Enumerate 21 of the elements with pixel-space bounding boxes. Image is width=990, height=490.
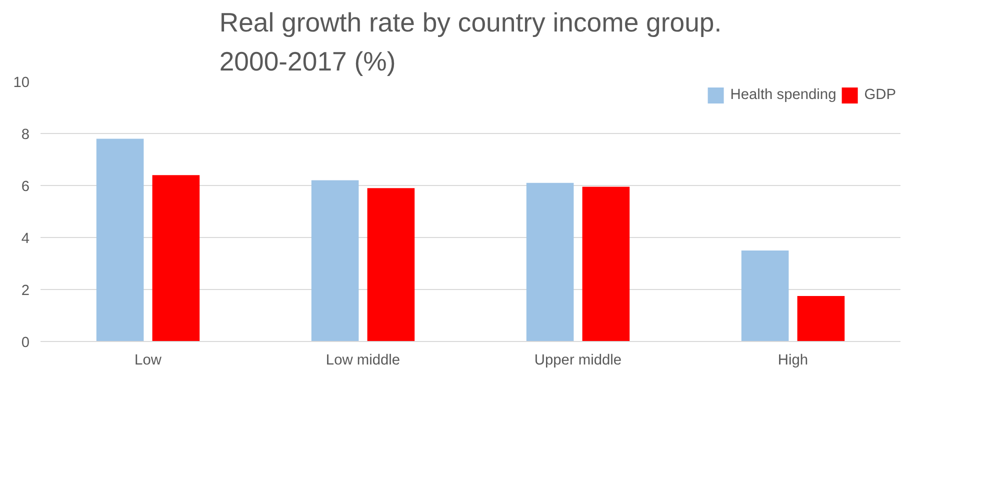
x-tick-label: Upper middle <box>534 352 622 368</box>
y-tick-label: 0 <box>21 335 30 351</box>
x-tick-label: Low <box>134 352 162 368</box>
bar <box>741 250 789 342</box>
bar <box>367 188 415 342</box>
y-tick-label: 6 <box>21 179 30 195</box>
y-tick-label: 2 <box>21 283 30 299</box>
legend-label: GDP <box>864 87 896 103</box>
bar <box>152 175 200 342</box>
bar <box>582 186 630 342</box>
y-tick-label: 8 <box>21 127 30 143</box>
x-tick-label: Low middle <box>326 352 400 368</box>
legend-label: Health spending <box>730 87 836 103</box>
chart-title: Real growth rate by country income group. 2000-2017 (%) <box>219 8 722 76</box>
y-tick-label: 4 <box>21 231 30 247</box>
bar <box>96 138 144 342</box>
bar <box>797 296 845 342</box>
bar <box>526 182 574 342</box>
bar <box>311 180 359 342</box>
x-tick-label: High <box>778 352 808 368</box>
y-tick-label: 10 <box>13 75 30 91</box>
